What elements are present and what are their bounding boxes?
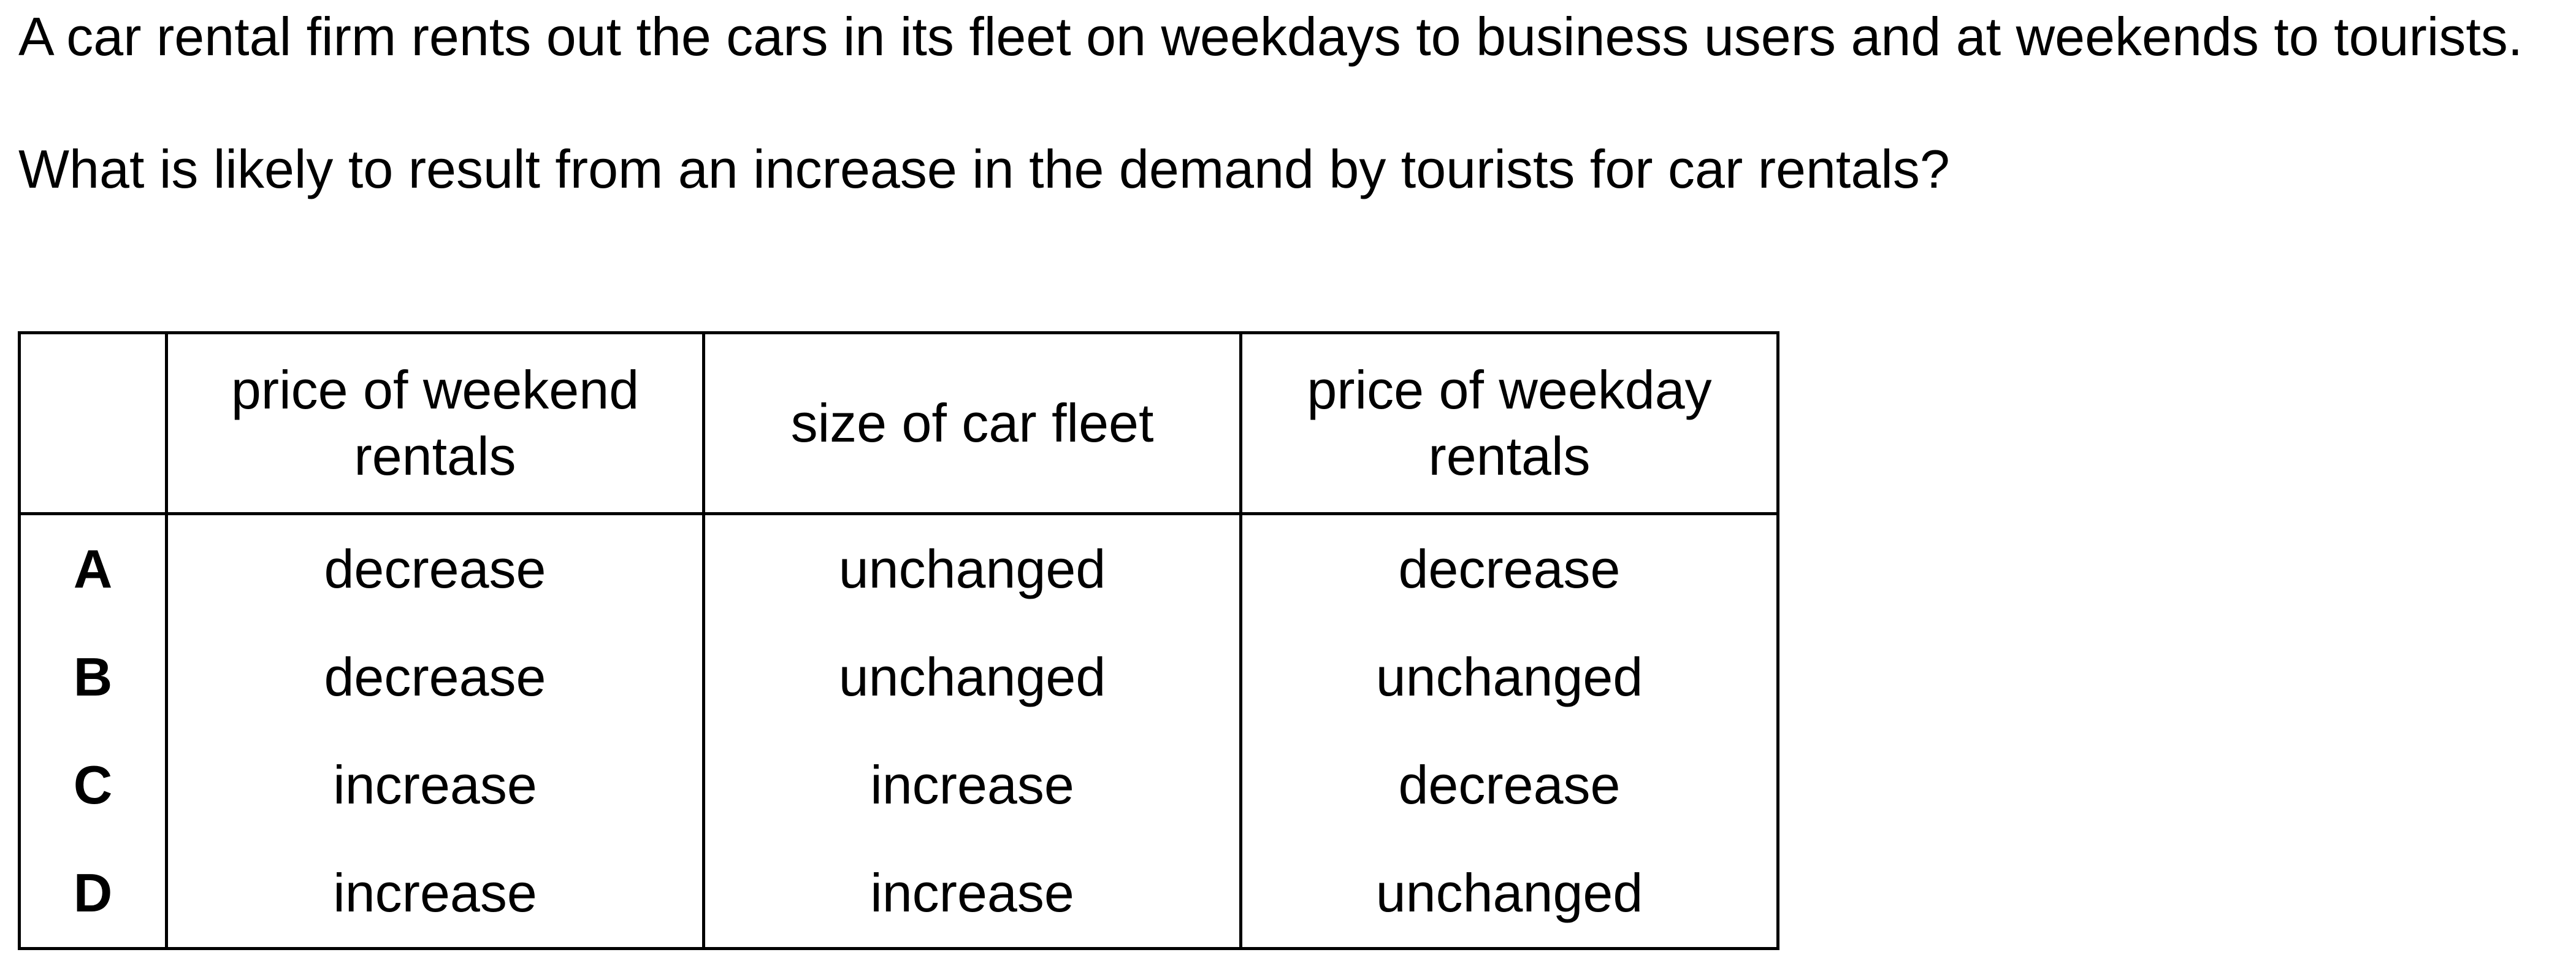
table-row-option-b: B decrease unchanged unchanged <box>18 623 1779 731</box>
header-weekday-price: price of weekday rentals <box>1239 331 1779 515</box>
weekday-price-cell: decrease <box>1239 513 1779 623</box>
option-key: A <box>18 513 168 623</box>
header-option-key <box>18 331 168 515</box>
question-prompt: What is likely to result from an increas… <box>18 139 1950 199</box>
fleet-size-cell: increase <box>702 839 1242 950</box>
fleet-size-cell: unchanged <box>702 513 1242 623</box>
header-fleet-size: size of car fleet <box>702 331 1242 515</box>
option-key: C <box>18 731 168 839</box>
weekend-price-cell: increase <box>165 839 705 950</box>
weekend-price-cell: decrease <box>165 623 705 731</box>
fleet-size-cell: unchanged <box>702 623 1242 731</box>
question-text: A car rental firm rents out the cars in … <box>18 4 2532 202</box>
table-row-option-a: A decrease unchanged decrease <box>18 513 1779 623</box>
option-key: B <box>18 623 168 731</box>
table-header-row: price of weekend rentals size of car fle… <box>18 331 1779 515</box>
question-stem: A car rental firm rents out the cars in … <box>18 6 2523 67</box>
answer-options-table: price of weekend rentals size of car fle… <box>18 331 1779 950</box>
table-row-option-d: D increase increase unchanged <box>18 839 1779 950</box>
header-weekend-price: price of weekend rentals <box>165 331 705 515</box>
weekend-price-cell: decrease <box>165 513 705 623</box>
option-key: D <box>18 839 168 950</box>
weekday-price-cell: decrease <box>1239 731 1779 839</box>
weekend-price-cell: increase <box>165 731 705 839</box>
weekday-price-cell: unchanged <box>1239 839 1779 950</box>
fleet-size-cell: increase <box>702 731 1242 839</box>
table-row-option-c: C increase increase decrease <box>18 731 1779 839</box>
weekday-price-cell: unchanged <box>1239 623 1779 731</box>
